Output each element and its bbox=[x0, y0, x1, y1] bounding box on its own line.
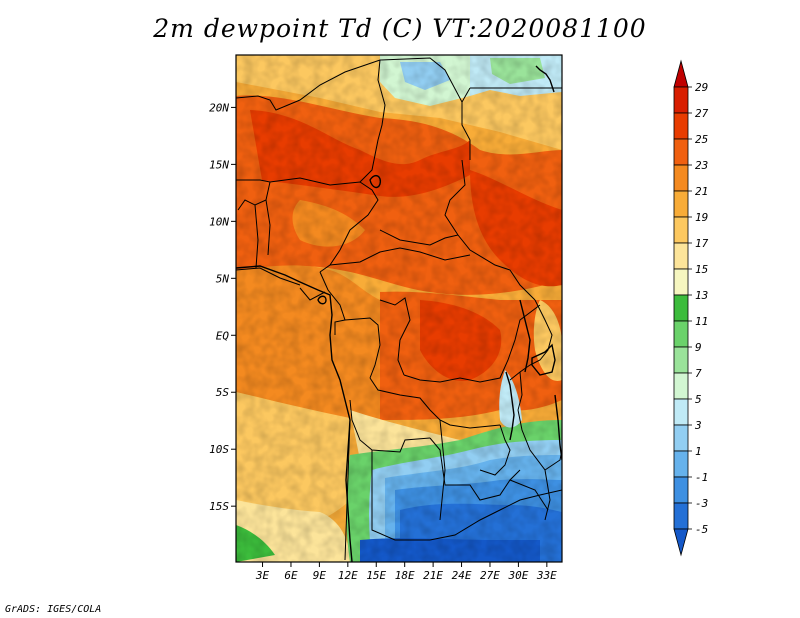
lat-tick-label: 10S bbox=[209, 443, 229, 456]
lon-tick-label: 24E bbox=[452, 569, 472, 582]
coastlines bbox=[236, 65, 562, 562]
colorbar-label: 19 bbox=[695, 211, 708, 224]
colorbar-label: 3 bbox=[694, 419, 702, 432]
colorbar-swatch bbox=[673, 242, 689, 270]
lon-tick-label: 33E bbox=[536, 569, 557, 582]
colorbar-label: 7 bbox=[695, 367, 702, 380]
lon-tick-label: 12E bbox=[338, 569, 358, 582]
colorbar: 29 27 25 23 21 19 17 15 13 11 9 7 5 3 1 -1 -3 -5 bbox=[673, 59, 709, 557]
map-frame bbox=[235, 54, 563, 563]
colorbar-swatch bbox=[673, 528, 689, 557]
lon-tick-label: 18E bbox=[395, 569, 415, 582]
lat-tick-label: 15N bbox=[209, 158, 229, 171]
lon-tick-label: 6E bbox=[284, 569, 298, 582]
colorbar-label: 9 bbox=[695, 341, 702, 354]
colorbar-label: 21 bbox=[695, 185, 708, 198]
map-title: 2m dewpoint Td (C) VT:2020081100 bbox=[153, 14, 647, 43]
country-borders bbox=[236, 57, 562, 561]
lat-tick-label: 5N bbox=[216, 272, 230, 285]
colorbar-swatch bbox=[673, 59, 689, 88]
lon-tick-label: 3E bbox=[255, 569, 270, 582]
colorbar-label: 23 bbox=[695, 159, 708, 172]
colorbar-swatch bbox=[673, 164, 689, 192]
colorbar-swatch bbox=[673, 450, 689, 478]
colorbar-label: 29 bbox=[695, 81, 708, 94]
lat-tick-label: 20N bbox=[209, 101, 229, 114]
colorbar-swatch bbox=[673, 424, 689, 452]
colorbar-swatch bbox=[673, 346, 689, 374]
colorbar-label: 15 bbox=[695, 263, 708, 276]
colorbar-label: 11 bbox=[695, 315, 708, 328]
colorbar-label: 5 bbox=[695, 393, 702, 406]
colorbar-label: -5 bbox=[695, 523, 708, 536]
colorbar-swatch bbox=[673, 112, 689, 140]
colorbar-swatch bbox=[673, 398, 689, 426]
lon-tick-label: 9E bbox=[313, 569, 327, 582]
lon-tick-label: 30E bbox=[507, 569, 528, 582]
lon-tick-label: 27E bbox=[480, 569, 500, 582]
lon-tick-label: 21E bbox=[423, 569, 443, 582]
colorbar-swatch bbox=[673, 320, 689, 348]
lat-tick-label: 5S bbox=[216, 386, 230, 399]
colorbar-label: 27 bbox=[695, 107, 709, 120]
colorbar-label: 13 bbox=[695, 289, 708, 302]
colorbar-swatch bbox=[673, 138, 689, 166]
colorbar-label: 1 bbox=[695, 445, 702, 458]
colorbar-swatch bbox=[673, 502, 689, 530]
colorbar-swatch bbox=[673, 372, 689, 400]
colorbar-label: -3 bbox=[695, 497, 708, 510]
dewpoint-field bbox=[236, 55, 562, 562]
colorbar-label: 25 bbox=[695, 133, 708, 146]
lat-tick-label: 15S bbox=[209, 500, 229, 513]
lon-tick-label: 15E bbox=[366, 569, 386, 582]
longitude-axis: 3E 6E 9E 12E 15E 18E 21E 24E 27E 30E 33E bbox=[255, 562, 557, 582]
colorbar-swatch bbox=[673, 86, 689, 114]
colorbar-swatch bbox=[673, 216, 689, 244]
colorbar-label: -1 bbox=[695, 471, 708, 484]
credit-label: GrADS: IGES/COLA bbox=[5, 604, 102, 615]
lat-tick-label: EQ bbox=[216, 329, 230, 342]
colorbar-swatch bbox=[673, 294, 689, 322]
latitude-axis: 20N 15N 10N 5N EQ 5S 10S 15S bbox=[209, 101, 236, 513]
lat-tick-label: 10N bbox=[209, 215, 229, 228]
colorbar-swatch bbox=[673, 268, 689, 296]
colorbar-swatch bbox=[673, 190, 689, 218]
colorbar-swatch bbox=[673, 476, 689, 504]
colorbar-label: 17 bbox=[695, 237, 709, 250]
